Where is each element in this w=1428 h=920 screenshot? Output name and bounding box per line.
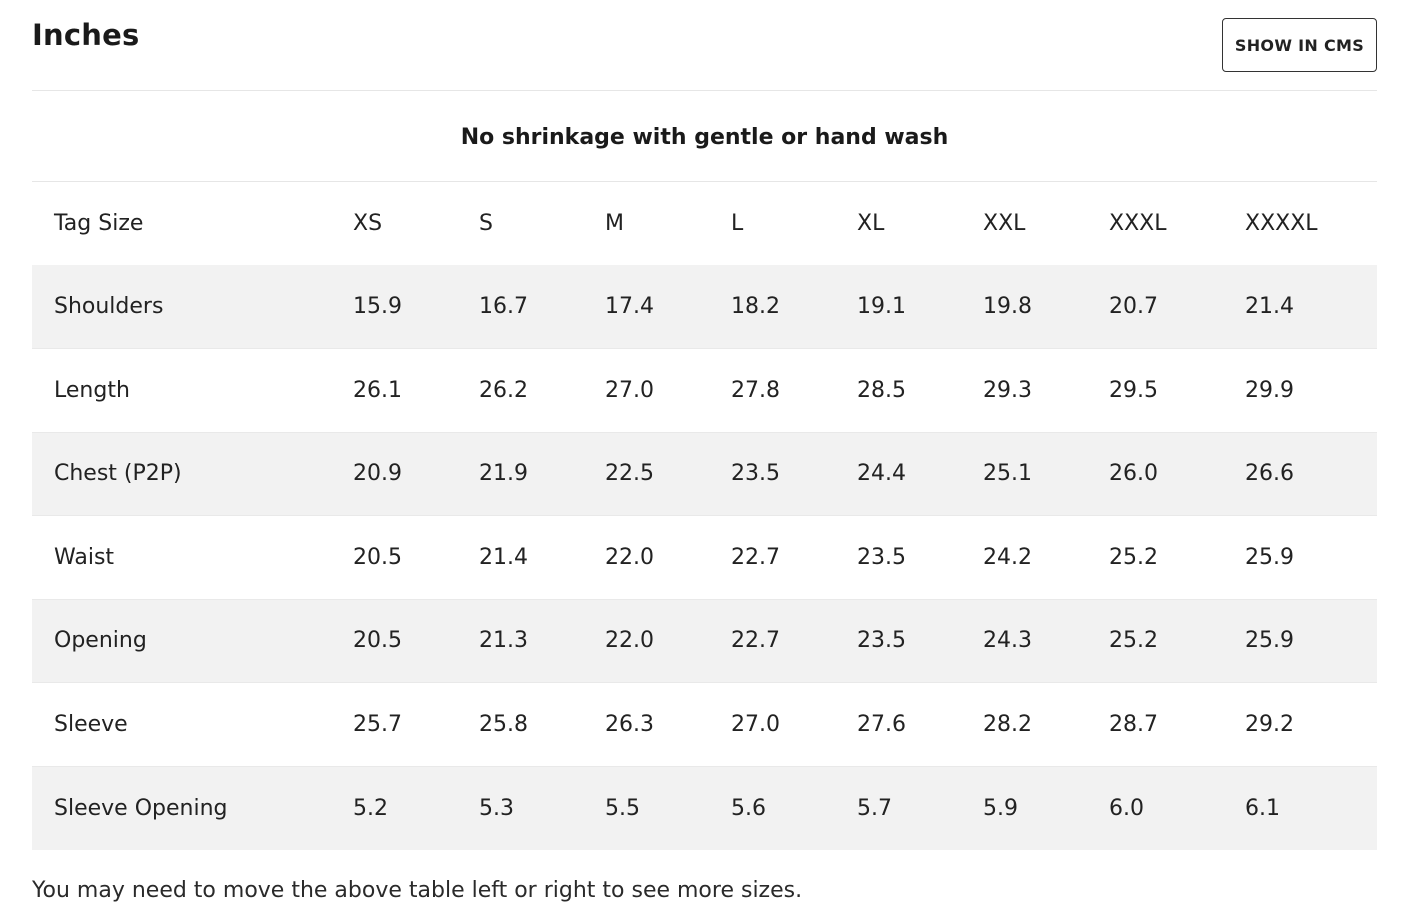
row-label: Waist (32, 515, 353, 599)
table-cell: 28.5 (857, 348, 983, 432)
table-cell: 29.5 (1109, 348, 1245, 432)
table-cell: 26.2 (479, 348, 605, 432)
table-cell: 15.9 (353, 294, 402, 319)
row-label: Chest (P2P) (32, 431, 353, 516)
table-cell: 27.6 (857, 682, 983, 766)
table-cell: 19.1 (857, 294, 906, 319)
table-cell: 17.4 (605, 294, 654, 319)
table-cell: 22.7 (731, 515, 857, 599)
table-cell: 24.2 (983, 515, 1109, 599)
size-header-xxxl: XXXL (1109, 211, 1167, 236)
table-cell: 5.2 (353, 765, 479, 850)
table-cell: 5.5 (605, 765, 731, 850)
table-cell: 29.9 (1245, 348, 1377, 432)
show-in-cms-button[interactable]: SHOW IN CMS (1222, 18, 1377, 72)
size-header-row: Tag Size XS S M L XL XXL XXXL XXXXL (32, 182, 1377, 265)
table-cell: 27.0 (605, 348, 731, 432)
table-cell: 20.5 (353, 515, 479, 599)
table-cell: 26.3 (605, 682, 731, 766)
size-header-s: S (479, 211, 493, 236)
size-chart-header: Inches SHOW IN CMS (32, 0, 1377, 91)
table-cell: 22.0 (605, 598, 731, 683)
table-cell: 26.6 (1245, 431, 1377, 516)
table-row: Shoulders 15.9 16.7 17.4 18.2 19.1 19.8 … (32, 265, 1377, 349)
table-row: Chest (P2P) 20.9 21.9 22.5 23.5 24.4 25.… (32, 431, 1377, 516)
table-cell: 5.6 (731, 765, 857, 850)
table-cell: 28.2 (983, 682, 1109, 766)
table-cell: 24.3 (983, 598, 1109, 683)
scroll-hint: You may need to move the above table lef… (32, 878, 803, 903)
table-cell: 25.7 (353, 682, 479, 766)
table-row: Waist 20.5 21.4 22.0 22.7 23.5 24.2 25.2… (32, 515, 1377, 599)
table-cell: 27.0 (731, 682, 857, 766)
table-cell: 25.2 (1109, 515, 1245, 599)
table-row: Sleeve 25.7 25.8 26.3 27.0 27.6 28.2 28.… (32, 682, 1377, 766)
care-note-row: No shrinkage with gentle or hand wash (32, 91, 1377, 182)
row-label: Opening (32, 598, 353, 683)
table-cell: 23.5 (857, 598, 983, 683)
table-row: Length 26.1 26.2 27.0 27.8 28.5 29.3 29.… (32, 348, 1377, 432)
row-label: Sleeve (32, 682, 353, 766)
size-table: Tag Size XS S M L XL XXL XXXL XXXXL Shou… (32, 182, 1377, 850)
page-title: Inches (32, 18, 140, 52)
table-cell: 23.5 (857, 515, 983, 599)
table-cell: 20.9 (353, 431, 479, 516)
table-cell: 20.5 (353, 598, 479, 683)
table-cell: 23.5 (731, 431, 857, 516)
size-header-xl: XL (857, 211, 885, 236)
table-cell: 5.7 (857, 765, 983, 850)
table-cell: 5.3 (479, 765, 605, 850)
row-label: Shoulders (54, 294, 164, 319)
table-cell: 26.1 (353, 348, 479, 432)
size-header-xxxxl: XXXXL (1245, 211, 1318, 236)
table-cell: 27.8 (731, 348, 857, 432)
table-cell: 20.7 (1109, 294, 1158, 319)
row-label: Length (32, 348, 353, 432)
tag-size-header: Tag Size (54, 211, 144, 236)
size-chart: Inches SHOW IN CMS No shrinkage with gen… (32, 0, 1377, 850)
table-row: Sleeve Opening 5.2 5.3 5.5 5.6 5.7 5.9 6… (32, 765, 1377, 850)
table-cell: 26.0 (1109, 431, 1245, 516)
table-cell: 29.2 (1245, 682, 1377, 766)
table-cell: 19.8 (983, 294, 1032, 319)
table-cell: 21.4 (479, 515, 605, 599)
table-cell: 22.5 (605, 431, 731, 516)
table-cell: 25.9 (1245, 515, 1377, 599)
table-cell: 21.3 (479, 598, 605, 683)
table-cell: 18.2 (731, 294, 780, 319)
size-header-l: L (731, 211, 744, 236)
table-cell: 25.1 (983, 431, 1109, 516)
table-cell: 6.1 (1245, 765, 1377, 850)
table-cell: 24.4 (857, 431, 983, 516)
table-cell: 25.8 (479, 682, 605, 766)
size-header-xs: XS (353, 211, 383, 236)
table-cell: 16.7 (479, 294, 528, 319)
table-cell: 29.3 (983, 348, 1109, 432)
table-cell: 21.4 (1245, 294, 1294, 319)
table-cell: 5.9 (983, 765, 1109, 850)
table-cell: 6.0 (1109, 765, 1245, 850)
table-cell: 25.2 (1109, 598, 1245, 683)
size-header-m: M (605, 211, 624, 236)
size-header-xxl: XXL (983, 211, 1026, 236)
table-row: Opening 20.5 21.3 22.0 22.7 23.5 24.3 25… (32, 598, 1377, 683)
table-cell: 28.7 (1109, 682, 1245, 766)
table-cell: 22.0 (605, 515, 731, 599)
table-cell: 21.9 (479, 431, 605, 516)
table-cell: 22.7 (731, 598, 857, 683)
care-note: No shrinkage with gentle or hand wash (460, 124, 949, 150)
row-label: Sleeve Opening (32, 765, 353, 850)
table-cell: 25.9 (1245, 598, 1377, 683)
